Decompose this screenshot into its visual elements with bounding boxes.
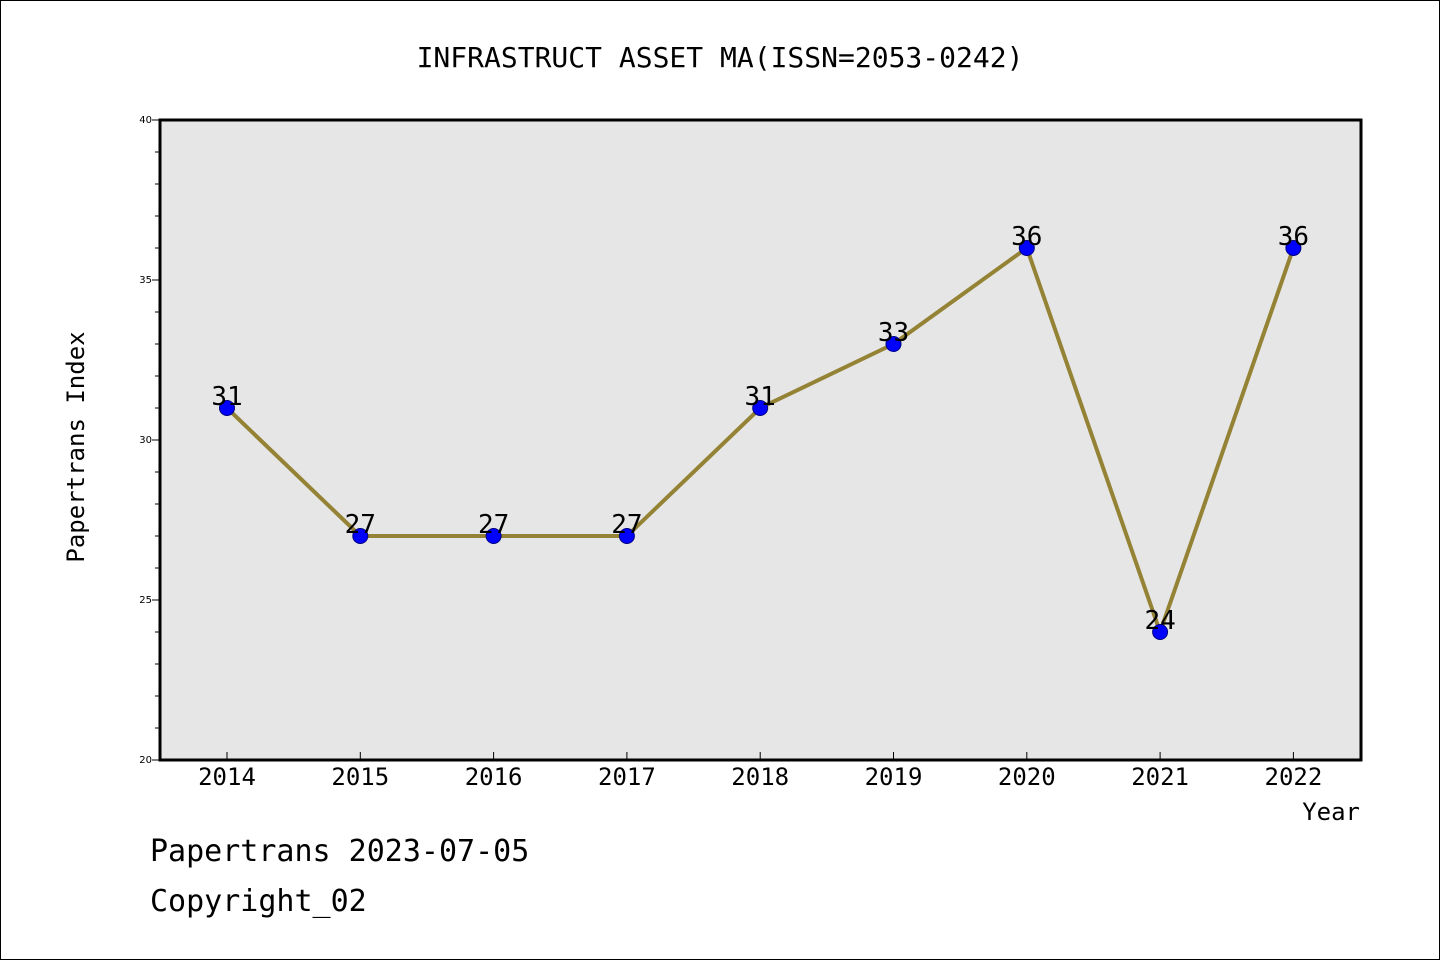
data-label: 36: [1278, 222, 1309, 252]
plot-area: [160, 120, 1361, 760]
y-axis-ticks: 20 25 30 35 40: [139, 115, 160, 766]
x-tick-label: 2018: [731, 763, 789, 791]
plot-border: [158, 118, 1363, 762]
data-label: 33: [878, 318, 909, 348]
data-label: 27: [345, 510, 376, 540]
x-tick-label: 2014: [198, 763, 256, 791]
data-point: [885, 336, 902, 352]
x-tick-label: 2017: [598, 763, 656, 791]
y-tick-label: 20: [139, 755, 152, 766]
data-label: 27: [611, 510, 642, 540]
data-point: [618, 528, 635, 544]
data-point: [1018, 240, 1035, 256]
x-tick-label: 2022: [1265, 763, 1323, 791]
data-point: [352, 528, 369, 544]
y-tick-label: 25: [139, 595, 152, 606]
y-tick-label: 40: [139, 115, 152, 126]
x-tick-label: 2019: [865, 763, 923, 791]
data-point: [485, 528, 502, 544]
x-tick-label: 2015: [331, 763, 389, 791]
x-axis-ticks: 2014 2015 2016 2017 2018 2019 2020 2021 2022: [198, 752, 1322, 791]
series-layer: 31 27 27 27 31 33 36 24 36: [211, 222, 1309, 640]
x-axis-label: Year: [1302, 798, 1360, 826]
x-tick-label: 2020: [998, 763, 1056, 791]
data-label: 24: [1144, 606, 1175, 636]
data-point: [219, 400, 235, 416]
data-label: 31: [745, 382, 776, 412]
y-tick-label: 35: [139, 275, 152, 286]
data-label: 27: [478, 510, 509, 540]
x-tick-label: 2016: [465, 763, 523, 791]
y-tick-label: 30: [139, 435, 152, 446]
data-label: 31: [211, 382, 242, 412]
data-point: [1152, 624, 1169, 640]
chart-title: INFRASTRUCT ASSET MA(ISSN=2053-0242): [417, 41, 1024, 74]
y-axis-label: Papertrans Index: [62, 331, 90, 562]
footer-copyright: Copyright_02: [150, 884, 367, 919]
data-point: [752, 400, 769, 416]
x-tick-label: 2021: [1131, 763, 1189, 791]
data-point: [1285, 240, 1302, 256]
footer-source: Papertrans 2023-07-05: [150, 834, 530, 869]
data-label: 36: [1011, 222, 1042, 252]
